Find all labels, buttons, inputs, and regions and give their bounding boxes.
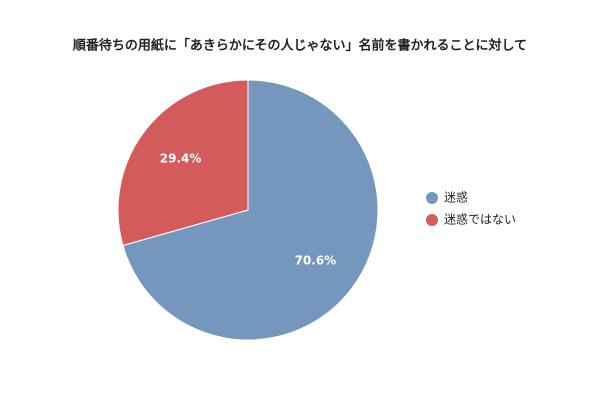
legend-marker (426, 214, 438, 226)
legend-label: 迷惑ではない (444, 213, 516, 227)
value-label: 70.6% (295, 253, 337, 267)
chart-title: 順番待ちの用紙に「あきらかにその人じゃない」名前を書かれることに対して (73, 38, 527, 54)
pie-slice (117, 79, 249, 247)
pie-slice (122, 79, 379, 341)
legend-label: 迷惑 (444, 191, 468, 205)
legend-marker (426, 192, 438, 204)
value-label: 29.4% (160, 152, 202, 166)
